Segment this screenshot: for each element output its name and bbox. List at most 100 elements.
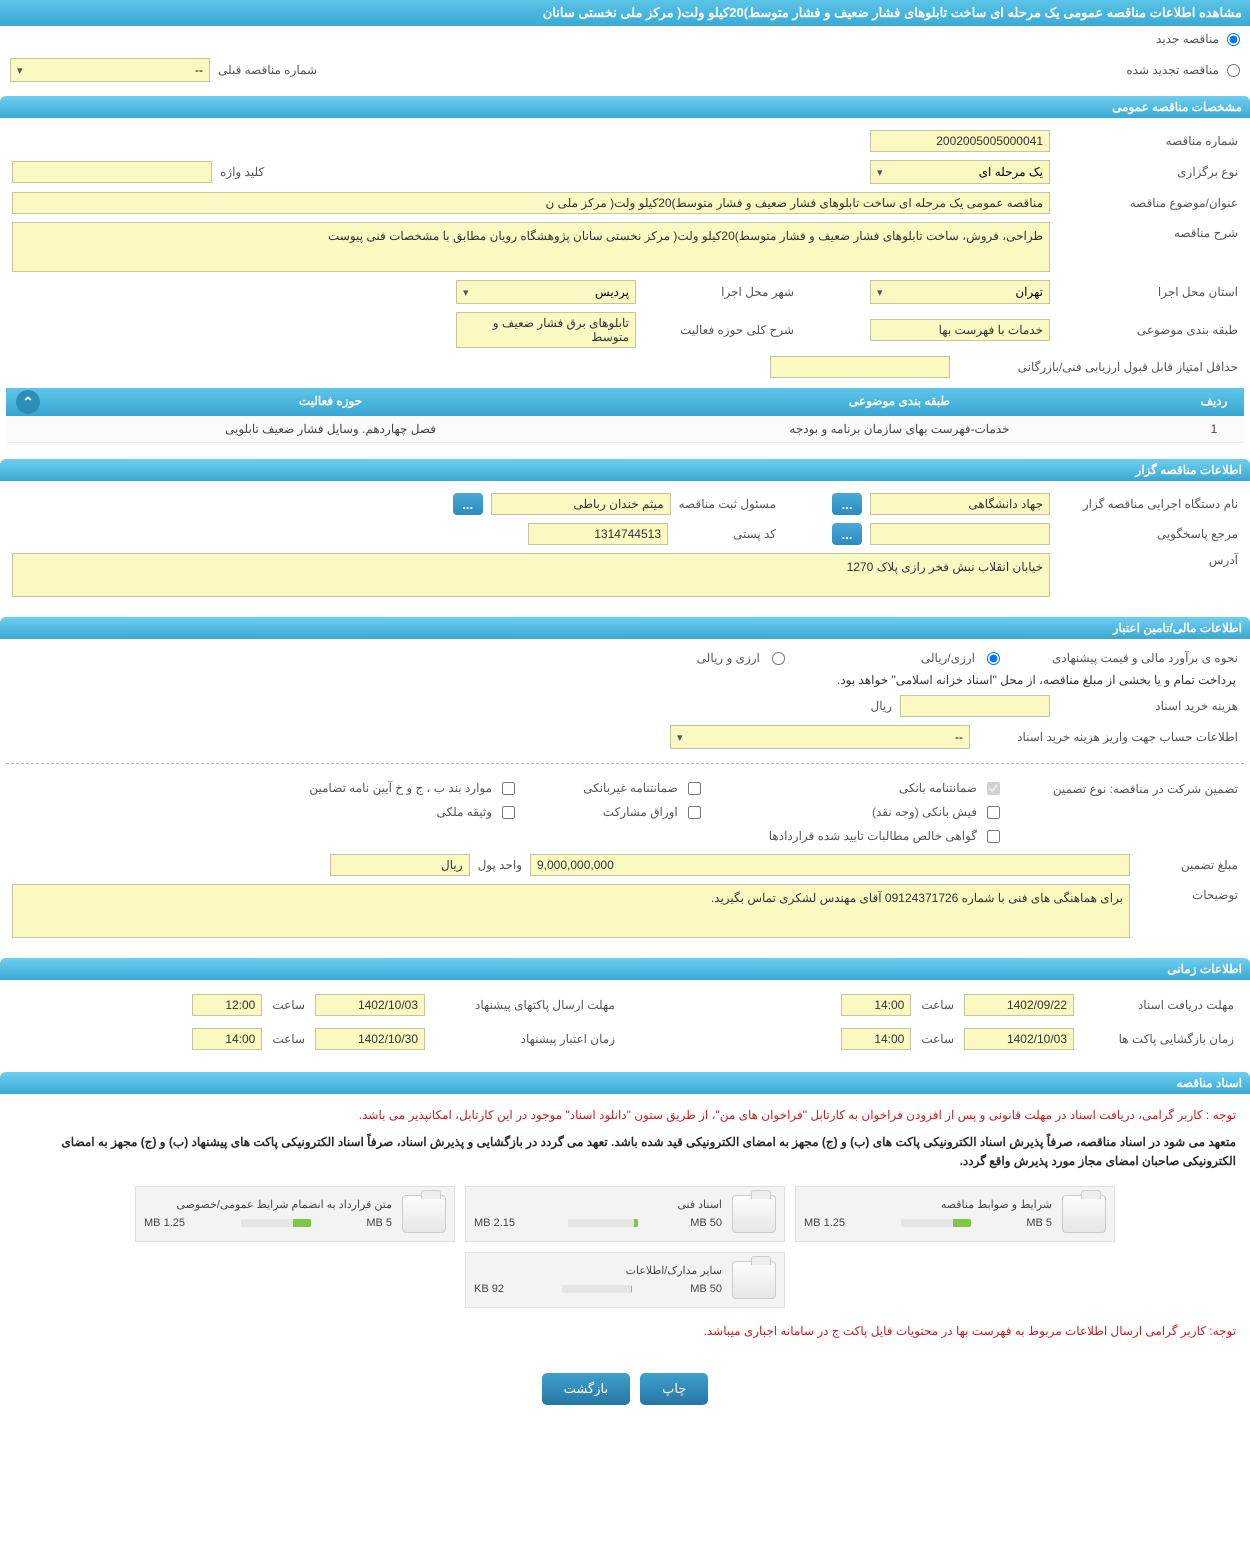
section-general-header: مشخصات مناقصه عمومی (0, 96, 1250, 118)
radio-rial-label: ارزی/ریالی (921, 651, 975, 665)
chk-items-label: موارد بند ب ، ج و خ آیین نامه تضامین (309, 781, 492, 795)
keyword-field[interactable] (12, 161, 212, 183)
province-select[interactable]: تهران▾ (870, 280, 1050, 304)
receive-date[interactable]: 1402/09/22 (964, 994, 1074, 1016)
chevron-down-icon: ▾ (677, 731, 683, 744)
title-field[interactable]: مناقصه عمومی یک مرحله ای ساخت تابلوهای ف… (12, 192, 1050, 214)
desc-field[interactable]: طراحی، فروش، ساخت تابلوهای فشار ضعیف و ف… (12, 222, 1050, 272)
amount-label: مبلغ تضمین (1138, 858, 1238, 872)
folder-icon (1062, 1195, 1106, 1233)
section-financial-header: اطلاعات مالی/تامین اعتبار (0, 617, 1250, 639)
file-title: شرایط و ضوابط مناقصه (804, 1198, 1052, 1211)
docs-notice-1: توجه : کاربر گرامی، دریافت اسناد در مهلت… (6, 1102, 1244, 1129)
amount-field[interactable]: 9,000,000,000 (530, 854, 1130, 876)
receive-time[interactable]: 14:00 (841, 994, 911, 1016)
chk-nonbank[interactable] (688, 782, 701, 795)
radio-new-tender[interactable] (1227, 33, 1240, 46)
overall-field[interactable]: تابلوهای برق فشار ضعیف و متوسط (456, 312, 636, 348)
pay-source-note: پرداخت تمام و یا بخشی از مبلغ مناقصه، از… (6, 669, 1244, 691)
validity-date[interactable]: 1402/10/30 (315, 1028, 425, 1050)
chk-property-label: وثیقه ملکی (436, 805, 492, 819)
folder-icon (402, 1195, 446, 1233)
progress-bar (562, 1285, 632, 1293)
radio-renewed-tender-label: مناقصه تجدید شده (1126, 63, 1219, 77)
unit-label: واحد پول (478, 858, 522, 872)
rial-unit: ریال (870, 699, 892, 713)
account-select[interactable]: --▾ (670, 725, 970, 749)
doc-fee-field[interactable] (900, 695, 1050, 717)
progress-bar (568, 1219, 638, 1227)
estimate-label: نحوه ی برآورد مالی و قیمت پیشنهادی (1008, 651, 1238, 665)
prev-tender-no-select[interactable]: --▾ (10, 58, 210, 82)
chk-bonds[interactable] (688, 806, 701, 819)
chk-claims-label: گواهی خالص مطالبات تایید شده قراردادها (769, 829, 977, 843)
file-box-other[interactable]: سایر مدارک/اطلاعات 50 MB 92 KB (465, 1252, 785, 1308)
validity-time-label: ساعت (272, 1032, 305, 1046)
submit-time-label: ساعت (272, 998, 305, 1012)
respondent-browse-button[interactable]: ... (832, 523, 862, 545)
radio-new-tender-label: مناقصه جدید (1156, 32, 1219, 46)
chk-claims[interactable] (987, 830, 1000, 843)
org-label: نام دستگاه اجرایی مناقصه گزار (1058, 497, 1238, 511)
activity-table: ردیف طبقه بندی موضوعی حوزه فعالیت حوزه ه… (6, 388, 1244, 443)
file-box-tech[interactable]: اسناد فنی 50 MB 2.15 MB (465, 1186, 785, 1242)
receive-time-label: ساعت (921, 998, 954, 1012)
chevron-down-icon: ▾ (877, 286, 883, 299)
submit-time[interactable]: 12:00 (192, 994, 262, 1016)
file-size: 2.15 MB (474, 1217, 515, 1229)
file-title: اسناد فنی (474, 1198, 722, 1211)
officer-browse-button[interactable]: ... (453, 493, 483, 515)
collapse-icon[interactable]: ⌃ (16, 390, 40, 414)
submit-date[interactable]: 1402/10/03 (315, 994, 425, 1016)
desc-label: شرح مناقصه (1058, 222, 1238, 240)
title-label: عنوان/موضوع مناقصه (1058, 196, 1238, 210)
row-field: فصل چهاردهم. وسایل فشار ضعیف تابلویی (46, 416, 615, 442)
chevron-down-icon: ▾ (17, 64, 23, 77)
progress-bar (901, 1219, 971, 1227)
chk-property[interactable] (502, 806, 515, 819)
radio-currency[interactable] (772, 652, 785, 665)
chk-cash-label: فیش بانکی (وجه نقد) (872, 805, 977, 819)
receive-label: مهلت دریافت اسناد (1084, 998, 1234, 1012)
separator (6, 763, 1244, 764)
chk-bank[interactable] (987, 782, 1000, 795)
file-title: متن قرارداد به انضمام شرایط عمومی/خصوصی (144, 1198, 392, 1211)
docs-notice-2: متعهد می شود در اسناد مناقصه، صرفاً پذیر… (6, 1129, 1244, 1175)
back-button[interactable]: بازگشت (542, 1373, 630, 1405)
chk-bonds-label: اوراق مشارکت (603, 805, 678, 819)
open-label: زمان بازگشایی پاکت ها (1084, 1032, 1234, 1046)
chk-bank-label: ضمانتنامه بانکی (899, 781, 977, 795)
category-field[interactable]: خدمات با فهرست بها (870, 319, 1050, 341)
chk-cash[interactable] (987, 806, 1000, 819)
chevron-down-icon: ▾ (463, 286, 469, 299)
address-field[interactable]: خیابان انقلاب نبش فخر رازی پلاک 1270 (12, 553, 1050, 597)
open-date[interactable]: 1402/10/03 (964, 1028, 1074, 1050)
notes-field[interactable]: برای هماهنگی های فنی با شماره 0912437172… (12, 884, 1130, 938)
page-title: مشاهده اطلاعات مناقصه عمومی یک مرحله ای … (0, 0, 1250, 26)
reg-officer-field[interactable]: میثم خندان رباطی (491, 493, 671, 515)
respondent-label: مرجع پاسخگویی (1058, 527, 1238, 541)
city-select[interactable]: پردیس▾ (456, 280, 636, 304)
col-category: طبقه بندی موضوعی (615, 388, 1184, 416)
unit-field[interactable]: ریال (330, 854, 470, 876)
respondent-field[interactable] (870, 523, 1050, 545)
print-button[interactable]: چاپ (640, 1373, 708, 1405)
min-score-field[interactable] (770, 356, 950, 378)
radio-renewed-tender[interactable] (1227, 64, 1240, 77)
open-time[interactable]: 14:00 (841, 1028, 911, 1050)
min-score-label: حداقل امتیاز قابل قبول ارزیابی فنی/بازرگ… (958, 360, 1238, 374)
section-organizer-header: اطلاعات مناقصه گزار (0, 459, 1250, 481)
org-browse-button[interactable]: ... (832, 493, 862, 515)
section-docs-header: اسناد مناقصه (0, 1072, 1250, 1094)
chk-items[interactable] (502, 782, 515, 795)
org-field[interactable]: جهاد دانشگاهی (870, 493, 1050, 515)
file-box-terms[interactable]: شرایط و ضوابط مناقصه 5 MB 1.25 MB (795, 1186, 1115, 1242)
tender-no-field: 2002005005000041 (870, 130, 1050, 152)
type-select[interactable]: یک مرحله ای▾ (870, 160, 1050, 184)
file-box-contract[interactable]: متن قرارداد به انضمام شرایط عمومی/خصوصی … (135, 1186, 455, 1242)
keyword-label: کلید واژه (220, 165, 264, 179)
radio-rial[interactable] (987, 652, 1000, 665)
submit-label: مهلت ارسال پاکتهای پیشنهاد (435, 998, 615, 1012)
postal-field[interactable]: 1314744513 (528, 523, 668, 545)
validity-time[interactable]: 14:00 (192, 1028, 262, 1050)
